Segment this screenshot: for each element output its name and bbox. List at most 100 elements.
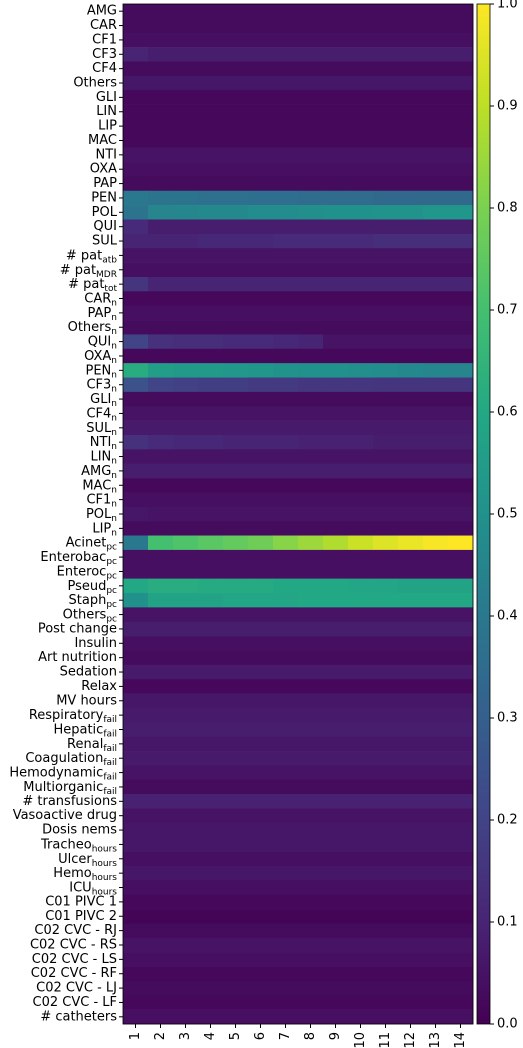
heatmap-cell	[448, 607, 474, 623]
heatmap-cell	[198, 118, 224, 134]
heatmap-cell	[173, 894, 199, 910]
heatmap-cell	[148, 75, 174, 91]
heatmap-cell	[123, 492, 149, 508]
y-tick-label: QUIn	[88, 334, 117, 351]
label-base: Staph	[69, 593, 107, 608]
heatmap-cell	[423, 492, 449, 508]
heatmap-cell	[298, 765, 324, 781]
heatmap-cell	[423, 147, 449, 163]
heatmap-cell	[223, 650, 249, 666]
heatmap-cell	[273, 679, 299, 694]
heatmap-cell	[173, 549, 199, 565]
heatmap-cell	[323, 894, 349, 910]
heatmap-cell	[323, 176, 349, 192]
heatmap-cell	[223, 492, 249, 508]
heatmap-cell	[298, 779, 324, 795]
heatmap-cell	[248, 147, 274, 163]
heatmap-cell	[398, 190, 424, 206]
heatmap-cell	[248, 506, 274, 522]
heatmap-cell	[298, 865, 324, 881]
heatmap-cell	[123, 75, 149, 91]
heatmap-cell	[223, 707, 249, 723]
heatmap-cell	[148, 894, 174, 910]
heatmap-cell	[173, 995, 199, 1010]
heatmap-cell	[248, 822, 274, 838]
heatmap-cell	[348, 118, 374, 134]
heatmap-cell	[148, 679, 174, 694]
heatmap-cell	[123, 205, 149, 220]
heatmap-cell	[173, 90, 199, 105]
heatmap-cell	[373, 320, 399, 335]
heatmap-cell	[273, 851, 299, 867]
heatmap-cell	[148, 952, 174, 967]
heatmap-cell	[273, 650, 299, 666]
heatmap-cell	[173, 521, 199, 536]
heatmap-cell	[123, 880, 149, 896]
heatmap-cell	[123, 679, 149, 694]
heatmap-cell	[248, 664, 274, 680]
heatmap-cell	[448, 61, 474, 77]
heatmap-cell	[173, 794, 199, 809]
heatmap-cell	[173, 47, 199, 62]
label-base: CF1	[86, 492, 111, 507]
heatmap-cell	[373, 521, 399, 536]
heatmap-cell	[148, 779, 174, 795]
heatmap-cell	[423, 176, 449, 192]
heatmap-cell	[323, 549, 349, 565]
heatmap-cell	[223, 205, 249, 220]
heatmap-cell	[248, 808, 274, 824]
heatmap-cell	[348, 707, 374, 723]
x-tick-label: 6	[253, 1032, 268, 1040]
heatmap-cell	[123, 305, 149, 321]
heatmap-cell	[173, 636, 199, 651]
heatmap-cell	[323, 794, 349, 809]
colorbar-tick-label: 0.2	[497, 813, 518, 828]
heatmap-cell	[198, 449, 224, 465]
heatmap-cell	[373, 118, 399, 134]
heatmap-cell	[223, 607, 249, 623]
heatmap-cell	[273, 607, 299, 623]
heatmap-cell	[198, 607, 224, 623]
heatmap-cell	[373, 176, 399, 192]
heatmap-cell	[248, 205, 274, 220]
y-tick-label: Renalfail	[67, 736, 117, 753]
heatmap-cell	[223, 61, 249, 77]
heatmap-cell	[323, 420, 349, 436]
heatmap-cell	[298, 449, 324, 465]
colorbar-tick-label: 1.0	[497, 0, 518, 12]
heatmap-cell	[298, 463, 324, 479]
heatmap-cell	[398, 320, 424, 335]
heatmap-cell	[248, 162, 274, 177]
heatmap-cell	[348, 449, 374, 465]
heatmap-cell	[423, 463, 449, 479]
heatmap-cell	[348, 765, 374, 781]
heatmap-cell	[123, 693, 149, 709]
heatmap-cell	[423, 133, 449, 148]
heatmap-cell	[398, 636, 424, 651]
heatmap-cell	[173, 535, 199, 551]
heatmap-cell	[148, 4, 174, 19]
heatmap-cell	[198, 521, 224, 536]
heatmap-cell	[373, 434, 399, 450]
heatmap-cell	[248, 837, 274, 852]
heatmap-cell	[123, 104, 149, 120]
heatmap-cell	[398, 937, 424, 953]
heatmap-cell	[323, 363, 349, 378]
heatmap-cell	[273, 693, 299, 709]
heatmap-cell	[323, 779, 349, 795]
heatmap-cell	[298, 736, 324, 752]
heatmap-cell	[373, 162, 399, 177]
heatmap-cell	[273, 61, 299, 77]
heatmap-cell	[298, 995, 324, 1010]
heatmap-cell	[423, 822, 449, 838]
heatmap-cell	[198, 1009, 224, 1025]
heatmap-cell	[398, 779, 424, 795]
y-tick-label: C02 CVC - LJ	[36, 981, 117, 996]
heatmap-cell	[373, 564, 399, 579]
label-sub: n	[111, 470, 117, 480]
heatmap-cell	[198, 4, 224, 19]
heatmap-cell	[423, 104, 449, 120]
heatmap-cell	[148, 320, 174, 335]
heatmap-cell	[423, 593, 449, 608]
heatmap-cell	[173, 233, 199, 249]
